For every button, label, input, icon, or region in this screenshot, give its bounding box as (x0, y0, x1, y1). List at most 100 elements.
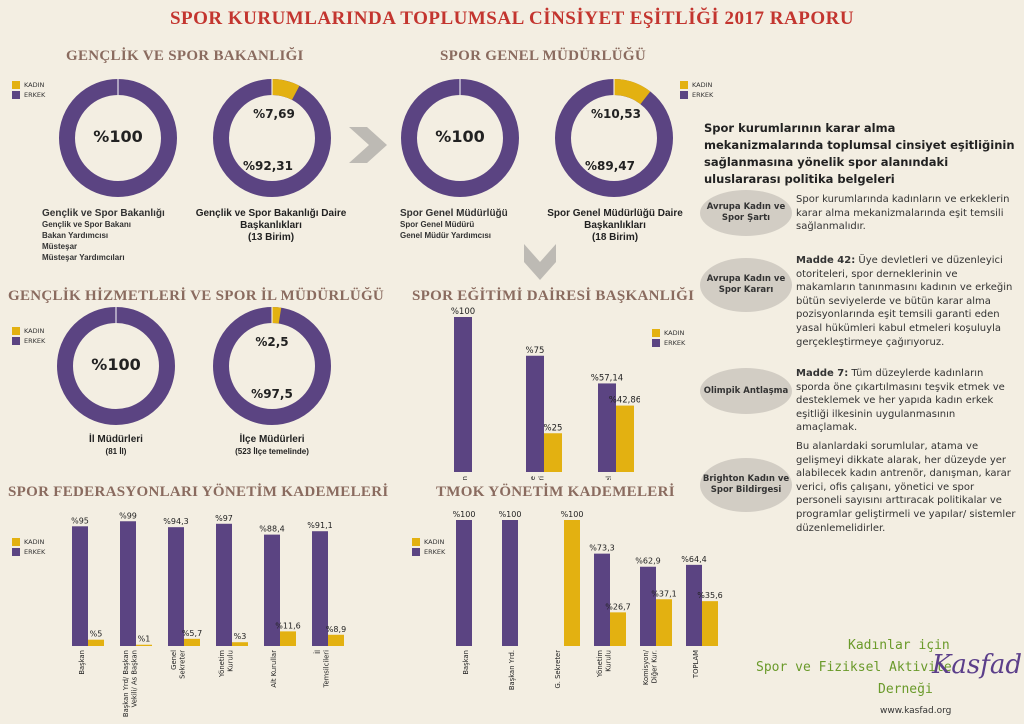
bar-value-label: %94,3 (163, 517, 188, 526)
legend-swatch-erkek (652, 339, 660, 347)
legend-swatch-erkek (680, 91, 688, 99)
bar-kadin (280, 631, 296, 646)
logo-url: www.kasfad.org (880, 706, 952, 716)
caption-line: Spor Genel Müdürü (400, 220, 475, 229)
tick-label-line: Kurulu (604, 650, 612, 672)
bar-value-label: %100 (499, 510, 522, 519)
bar-erkek (454, 317, 472, 472)
tick-label-line: Yönetim (596, 650, 604, 678)
bar-value-label: %88,4 (259, 525, 284, 534)
bar-value-label: %62,9 (635, 557, 660, 566)
bar-value-label: %26,7 (605, 602, 630, 611)
bar-value-label: %99 (119, 511, 137, 520)
bar-erkek (168, 527, 184, 646)
caption-gsb-ust: Gençlik ve Spor Bakanlığı Gençlik ve Spo… (42, 208, 202, 263)
policy-body: Spor kurumlarında kadınların ve erkekler… (796, 194, 1010, 233)
caption-sub: (81 İl) (105, 447, 127, 456)
logo-brand: Kasfad (932, 650, 1023, 680)
tick-label-line: Müdürleri (537, 476, 545, 480)
caption-line: Gençlik ve Spor Bakanı (42, 220, 131, 229)
donut-value-label: %89,47 (585, 159, 635, 173)
tick-label-line: Başkan Yrd/ Başkan (122, 650, 130, 717)
bar-kadin (564, 520, 580, 646)
section-title-sedb: SPOR EĞİTİMİ DAİRESİ BAŞKANLIĞI (412, 288, 695, 304)
bar-erkek (312, 531, 328, 646)
bar-value-label: %100 (561, 510, 584, 519)
legend-kadin: KADIN (24, 326, 45, 335)
legend-swatch-erkek (412, 548, 420, 556)
tick-label-line: Vekili/ As Başkan (130, 650, 138, 707)
legend-kadin: KADIN (24, 80, 45, 89)
legend-swatch-kadin (680, 81, 688, 89)
caption-line: Müsteşar Yardımcıları (42, 253, 125, 262)
policy-oval-2: Avrupa Kadın ve Spor Kararı (700, 258, 792, 312)
caption-ilce: İlçe Müdürleri (523 İlçe temelinde) (196, 434, 348, 458)
legend-swatch-kadin (12, 538, 20, 546)
caption-title: Gençlik ve Spor Bakanlığı (42, 208, 165, 219)
legend: KADIN ERKEK (12, 80, 45, 100)
legend-erkek: ERKEK (664, 338, 686, 347)
legend: KADIN ERKEK (412, 537, 445, 557)
legend-kadin: KADIN (424, 537, 445, 546)
legend: KADIN ERKEK (680, 80, 713, 100)
policy-oval-4: Brighton Kadın ve Spor Bildirgesi (700, 458, 792, 512)
legend-swatch-kadin (412, 538, 420, 546)
donut-chart-gsb-ust: %100 (59, 79, 177, 197)
bar-chart-tmok: %100 Başkan %100 Başkan Yrd. %100 G. Sekreter… (453, 510, 723, 690)
donut-value-label: %100 (91, 355, 140, 374)
donut-chart-sgm-daire: %10,53 %89,47 (555, 79, 673, 197)
policy-body: Tüm düzeylerde kadınların sporda öne çık… (796, 368, 1005, 434)
tick-label: Yönetim Kurulu (596, 650, 613, 678)
legend-erkek: ERKEK (24, 90, 46, 99)
bar-erkek (120, 521, 136, 646)
bar-erkek (264, 534, 280, 646)
policy-oval-3: Olimpik Antlaşma (700, 368, 792, 414)
caption-sgm-daire: Spor Genel Müdürlüğü Daire Başkanlıkları… (540, 208, 690, 244)
policy-text-4: Bu alanlardaki sorumlular, atama ve geli… (796, 440, 1018, 535)
bar-value-label: %57,14 (591, 373, 623, 383)
donut-slice-erkek (213, 79, 331, 197)
bar-erkek (72, 526, 88, 646)
donut-value-label: %100 (435, 127, 484, 146)
policy-body: Üye devletleri ve düzenleyici otoriteler… (796, 255, 1013, 348)
legend-swatch-erkek (12, 548, 20, 556)
policy-heading: Spor kurumlarının karar alma mekanizmala… (704, 121, 1015, 186)
bar-chart-sedb: %100 Başkan %75 %25 ŞubeMüdürleri %57,14 %42,8… (451, 307, 640, 480)
legend-erkek: ERKEK (24, 336, 46, 345)
bar-value-label: %91,1 (307, 521, 332, 530)
donut-value-label: %10,53 (591, 107, 641, 121)
policy-text-2: Madde 42: Üye devletleri ve düzenleyici … (796, 254, 1018, 349)
legend-kadin: KADIN (24, 537, 45, 546)
tick-label-line: Alt Kurullar (270, 650, 278, 688)
caption-sub: (523 İlçe temelinde) (235, 447, 309, 456)
caption-sub: (18 Birim) (591, 232, 639, 243)
legend-kadin: KADIN (664, 328, 685, 337)
donut-slice-erkek (213, 307, 331, 425)
bar-erkek (456, 520, 472, 646)
bar-erkek (686, 564, 702, 646)
bar-erkek (526, 355, 544, 472)
tick-label: Personel (605, 476, 613, 480)
bar-value-label: %75 (526, 346, 545, 356)
legend: KADIN ERKEK (12, 326, 45, 346)
section-title-ghsim: GENÇLİK HİZMETLERİ VE SPOR İL MÜDÜRLÜĞÜ (8, 288, 385, 304)
donut-value-label: %92,31 (243, 159, 293, 173)
caption-line: Bakan Yardımcısı (42, 231, 109, 240)
section-title-sfyk: SPOR FEDERASYONLARI YÖNETİM KADEMELERİ (8, 484, 389, 500)
bar-kadin (702, 601, 718, 646)
bar-erkek (598, 383, 616, 472)
bar-erkek (502, 520, 518, 646)
tick-label-line: Başkan (461, 476, 469, 480)
caption-title: İl Müdürleri (89, 434, 143, 445)
bar-erkek (640, 566, 656, 646)
bar-value-label: %3 (234, 632, 247, 641)
caption-il: İl Müdürleri (81 İl) (56, 434, 176, 458)
bar-value-label: %1 (138, 635, 151, 644)
bar-kadin (136, 644, 152, 646)
tick-label-line: Diğer Kur. (650, 650, 658, 683)
tick-label-line: Kurulu (226, 650, 234, 672)
legend-swatch-erkek (12, 91, 20, 99)
tick-label: Başkan (462, 650, 470, 675)
tick-label-line: Komisyon/ (642, 649, 650, 685)
legend-swatch-kadin (652, 329, 660, 337)
